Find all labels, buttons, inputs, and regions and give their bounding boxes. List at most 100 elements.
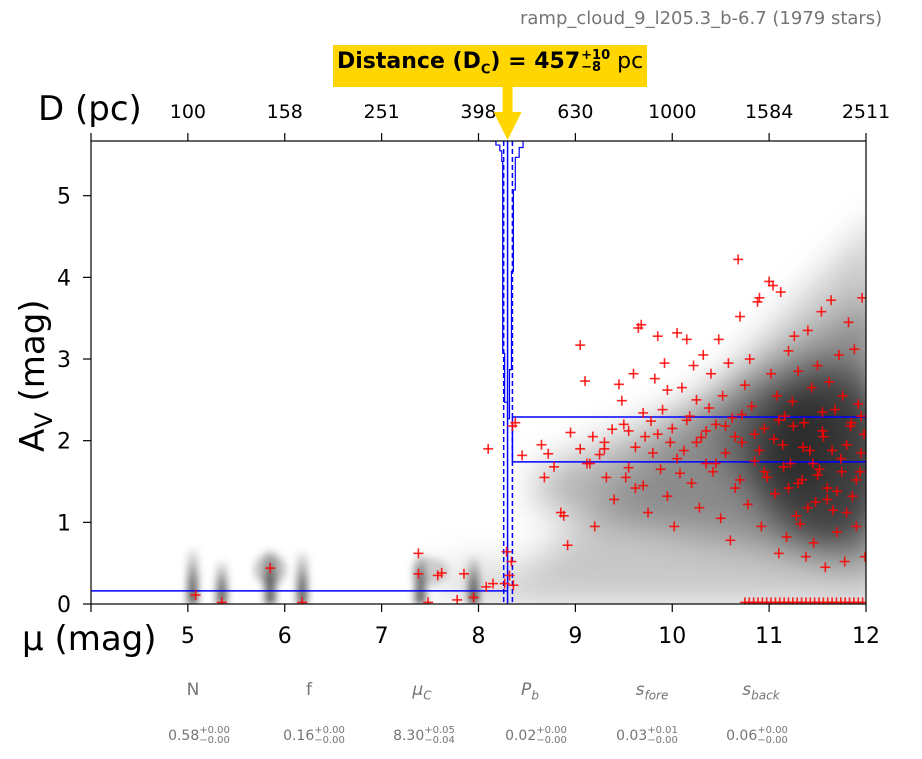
star-point [655, 464, 666, 475]
star-point [804, 445, 815, 456]
star-point [723, 358, 734, 369]
top-tick-label: 158 [267, 101, 303, 123]
star-point [676, 382, 687, 393]
x-axis-label: μ (mag) [22, 619, 157, 659]
star-point [678, 445, 689, 456]
density-blob [412, 557, 449, 586]
star-point [771, 390, 782, 401]
star-point [508, 580, 519, 591]
star-point [737, 437, 747, 448]
banner-eq: ) = 457 [490, 49, 581, 74]
star-point [659, 358, 670, 369]
star-point [720, 447, 731, 458]
param-name: Pb [521, 680, 539, 703]
star-point [640, 431, 651, 442]
star-point [265, 563, 276, 574]
top-tick-label: 1000 [648, 101, 696, 123]
star-point [436, 567, 447, 578]
star-point [795, 518, 806, 529]
star-point [413, 548, 424, 559]
star-point [793, 478, 804, 489]
star-point [849, 344, 860, 355]
star-point [836, 466, 847, 477]
star-point [828, 505, 839, 516]
star-point [652, 429, 663, 440]
star-point [190, 590, 201, 601]
star-point [855, 466, 866, 477]
star-point [565, 427, 576, 438]
star-point [499, 578, 510, 589]
star-point [856, 447, 866, 458]
star-point [620, 472, 631, 483]
star-point [788, 420, 799, 431]
param-value: 0.02+0.00 −0.00 [505, 725, 567, 746]
star-point [297, 597, 308, 604]
banner-minus: −8 [581, 60, 602, 75]
star-point [672, 453, 683, 464]
cloud-title: ramp_cloud_9_l205.3_b-6.7 (1979 stars) [520, 8, 883, 29]
star-point [609, 494, 620, 505]
star-point [613, 379, 624, 390]
star-point [216, 597, 227, 604]
star-point [835, 453, 846, 464]
star-point [773, 548, 784, 559]
star-point [587, 431, 598, 442]
star-point [860, 551, 866, 562]
star-point [696, 432, 707, 443]
star-point [701, 458, 712, 469]
star-point [543, 448, 554, 459]
top-tick-label: 1584 [745, 101, 793, 123]
param-value: 8.30+0.05 −0.04 [393, 725, 455, 746]
star-point [802, 502, 813, 513]
star-point [839, 556, 850, 567]
star-point [812, 469, 823, 480]
star-point [851, 474, 862, 485]
distance-posterior-histogram [490, 141, 524, 420]
star-point [536, 439, 547, 450]
star-point [762, 472, 773, 483]
star-point [628, 368, 639, 379]
star-point [672, 327, 683, 338]
star-point [488, 578, 499, 589]
star-point [831, 486, 842, 497]
star-point [846, 417, 857, 428]
star-point [754, 292, 765, 303]
star-point [623, 425, 634, 436]
star-point [681, 415, 692, 426]
star-point [859, 429, 866, 440]
density-background [91, 141, 866, 604]
star-point [481, 581, 492, 592]
star-point [759, 466, 770, 477]
star-point [710, 458, 721, 469]
star-point [704, 403, 715, 414]
banner-label: Distance (D [337, 49, 481, 74]
star-point [667, 423, 678, 434]
star-point [717, 390, 728, 401]
star-point [669, 521, 680, 532]
star-point [781, 532, 792, 543]
star-point [856, 411, 866, 422]
star-point [539, 472, 550, 483]
arrow-shaft [502, 80, 513, 114]
star-point [749, 456, 760, 467]
x-tick-label: 12 [852, 624, 880, 649]
star-point [647, 447, 658, 458]
star-point [791, 510, 802, 521]
star-point [822, 483, 833, 494]
density-column [297, 549, 308, 604]
star-point [814, 464, 825, 475]
star-point [657, 404, 668, 415]
x-tick-label: 7 [375, 624, 389, 649]
star-point [824, 376, 835, 387]
star-point [831, 527, 842, 538]
star-point [607, 424, 618, 435]
star-point [744, 354, 755, 365]
star-point [584, 458, 595, 469]
star-point [812, 360, 823, 371]
star-point [675, 468, 685, 479]
star-point [779, 411, 790, 422]
y-axis-label-sub: V [30, 412, 58, 429]
star-point [510, 417, 521, 428]
